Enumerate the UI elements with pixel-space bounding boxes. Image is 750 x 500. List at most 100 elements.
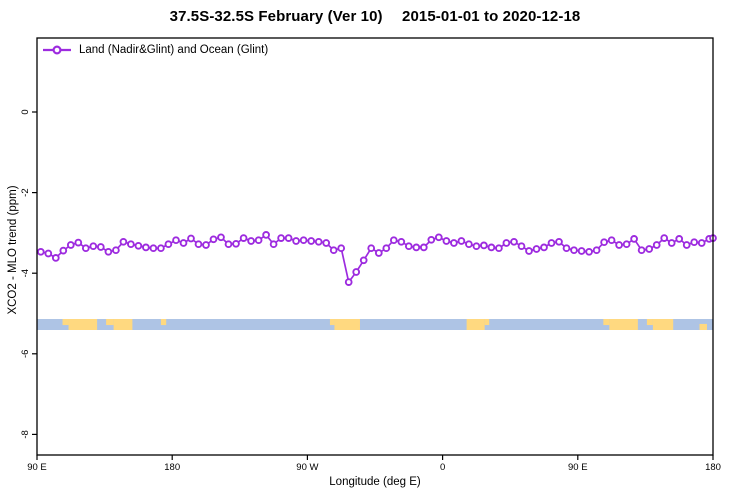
- map-strip-land: [113, 319, 133, 330]
- data-point: [630, 235, 638, 243]
- data-point: [675, 235, 684, 243]
- y-axis-title: XCO2 - MLO trend (ppm): [7, 185, 19, 315]
- map-strip-land: [68, 319, 98, 330]
- data-point: [239, 234, 248, 242]
- x-tick-label: 180: [164, 462, 180, 473]
- data-point: [585, 247, 593, 256]
- map-strip-ocean: [37, 319, 713, 330]
- data-point: [547, 239, 556, 247]
- map-strip-land: [334, 319, 360, 330]
- x-tick-label: 0: [440, 462, 445, 473]
- data-point: [36, 247, 45, 256]
- data-point: [66, 241, 75, 249]
- y-tick-label: -2: [20, 188, 31, 196]
- data-point: [562, 244, 571, 253]
- map-strip-land: [62, 319, 69, 326]
- map-strip-land: [160, 319, 167, 326]
- data-point: [667, 239, 676, 247]
- y-tick-label: 0: [20, 109, 31, 114]
- data-point: [487, 243, 496, 252]
- data-point: [525, 247, 533, 255]
- data-point: [292, 237, 300, 245]
- data-point: [577, 247, 586, 255]
- data-point: [284, 234, 293, 242]
- data-point: [382, 244, 391, 253]
- data-point: [374, 249, 383, 257]
- legend-label: Land (Nadir&Glint) and Ocean (Glint): [79, 44, 269, 56]
- data-point: [74, 238, 83, 247]
- data-point: [269, 240, 278, 249]
- data-point: [397, 237, 406, 246]
- data-point: [682, 241, 691, 249]
- data-point: [209, 235, 218, 244]
- data-point: [337, 244, 346, 253]
- map-strip-land: [699, 323, 707, 330]
- map-strip-land: [329, 319, 335, 326]
- y-tick-label: -8: [20, 430, 31, 438]
- map-strip-land: [466, 319, 485, 330]
- data-point: [277, 234, 285, 242]
- data-point: [232, 239, 240, 248]
- data-point: [344, 278, 353, 286]
- data-point: [217, 233, 225, 242]
- y-tick-label: -6: [20, 350, 31, 358]
- x-tick-label: 90 E: [568, 462, 588, 473]
- data-point: [472, 242, 481, 251]
- data-point: [119, 237, 128, 246]
- data-point: [247, 237, 255, 245]
- map-strip-land: [652, 319, 674, 330]
- legend-line-marker-icon: [43, 45, 71, 55]
- data-point: [532, 245, 541, 253]
- data-point: [359, 256, 368, 265]
- data-point: [442, 237, 451, 245]
- map-strip-land: [106, 319, 114, 326]
- data-point: [434, 233, 443, 242]
- data-point: [142, 243, 150, 252]
- data-point: [637, 246, 646, 255]
- data-point: [157, 244, 165, 253]
- data-point: [555, 237, 563, 246]
- data-point: [59, 246, 68, 255]
- data-point: [502, 239, 511, 247]
- data-point: [480, 241, 488, 250]
- data-point: [389, 236, 398, 245]
- data-point: [457, 237, 466, 245]
- data-point: [149, 244, 158, 253]
- data-point: [262, 231, 270, 239]
- data-point: [450, 239, 458, 247]
- data-point: [570, 246, 578, 255]
- data-point: [164, 240, 173, 249]
- data-point: [645, 245, 654, 253]
- data-point: [224, 240, 233, 249]
- data-point: [96, 243, 105, 251]
- data-point: [112, 246, 120, 255]
- data-point: [89, 242, 98, 251]
- data-point: [127, 240, 135, 249]
- data-point: [697, 239, 706, 247]
- data-point: [517, 242, 526, 251]
- data-point: [81, 244, 90, 253]
- y-tick-label: -4: [20, 269, 31, 277]
- data-point: [540, 243, 548, 252]
- data-point: [615, 241, 623, 249]
- plot-border: [36, 37, 714, 456]
- data-point: [179, 239, 188, 247]
- x-tick-label: 90 W: [296, 462, 318, 473]
- data-point: [314, 237, 323, 246]
- data-point: [652, 241, 661, 249]
- data-point: [352, 268, 361, 276]
- x-axis-title: Longitude (deg E): [329, 476, 421, 488]
- data-point: [412, 243, 421, 252]
- data-point: [419, 243, 428, 252]
- data-point: [202, 241, 210, 249]
- data-point: [44, 249, 53, 258]
- map-strip-land: [609, 319, 638, 330]
- map-strip-land: [484, 319, 490, 326]
- map-strip-land: [603, 319, 610, 326]
- data-point: [329, 246, 338, 255]
- x-tick-label: 90 E: [27, 462, 47, 473]
- data-point: [322, 239, 331, 247]
- data-point: [307, 237, 316, 245]
